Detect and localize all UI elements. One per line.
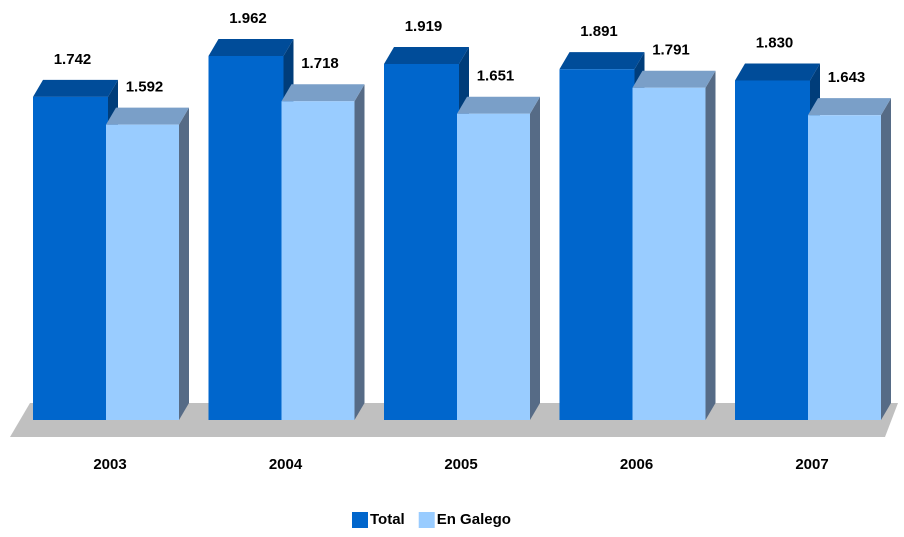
data-label: 1.891 (580, 23, 618, 40)
data-label: 1.962 (229, 10, 267, 27)
bar (208, 56, 284, 420)
data-label: 1.791 (652, 42, 690, 59)
bar-top (281, 84, 365, 102)
bar (33, 96, 108, 420)
bar (808, 115, 881, 420)
bar-top (208, 39, 294, 56)
bar-top (735, 63, 820, 81)
bar-side (354, 84, 365, 420)
bar-top (559, 52, 645, 70)
data-label: 1.830 (756, 34, 794, 51)
data-label: 1.643 (828, 69, 866, 86)
bar-top (33, 79, 118, 97)
bar-top (384, 46, 469, 64)
bar (559, 69, 635, 420)
data-label: 1.742 (54, 51, 92, 68)
x-tick-label: 2004 (269, 456, 303, 473)
bar (632, 87, 706, 421)
x-tick-label: 2007 (795, 456, 828, 473)
legend-swatch (418, 512, 435, 528)
bar-side (881, 98, 891, 420)
bar (735, 80, 810, 421)
x-tick-label: 2006 (620, 456, 653, 473)
bar (457, 113, 530, 420)
bar-side (530, 96, 540, 420)
bar (384, 63, 459, 421)
bar-top (106, 107, 189, 125)
x-tick-label: 2003 (93, 456, 126, 473)
x-tick-label: 2005 (444, 456, 477, 473)
bar-side (179, 107, 189, 421)
data-label: 1.919 (405, 18, 443, 35)
legend-label: Total (370, 511, 405, 528)
data-label: 1.592 (126, 79, 164, 96)
bar-top (808, 98, 891, 116)
bar (281, 101, 355, 420)
bar (106, 124, 179, 421)
legend-label: En Galego (437, 511, 511, 528)
bar-top (632, 70, 716, 88)
data-label: 1.718 (301, 55, 339, 72)
data-label: 1.651 (477, 68, 515, 85)
bar-top (457, 96, 540, 114)
bar-side (705, 70, 716, 421)
legend-swatch (352, 512, 368, 528)
